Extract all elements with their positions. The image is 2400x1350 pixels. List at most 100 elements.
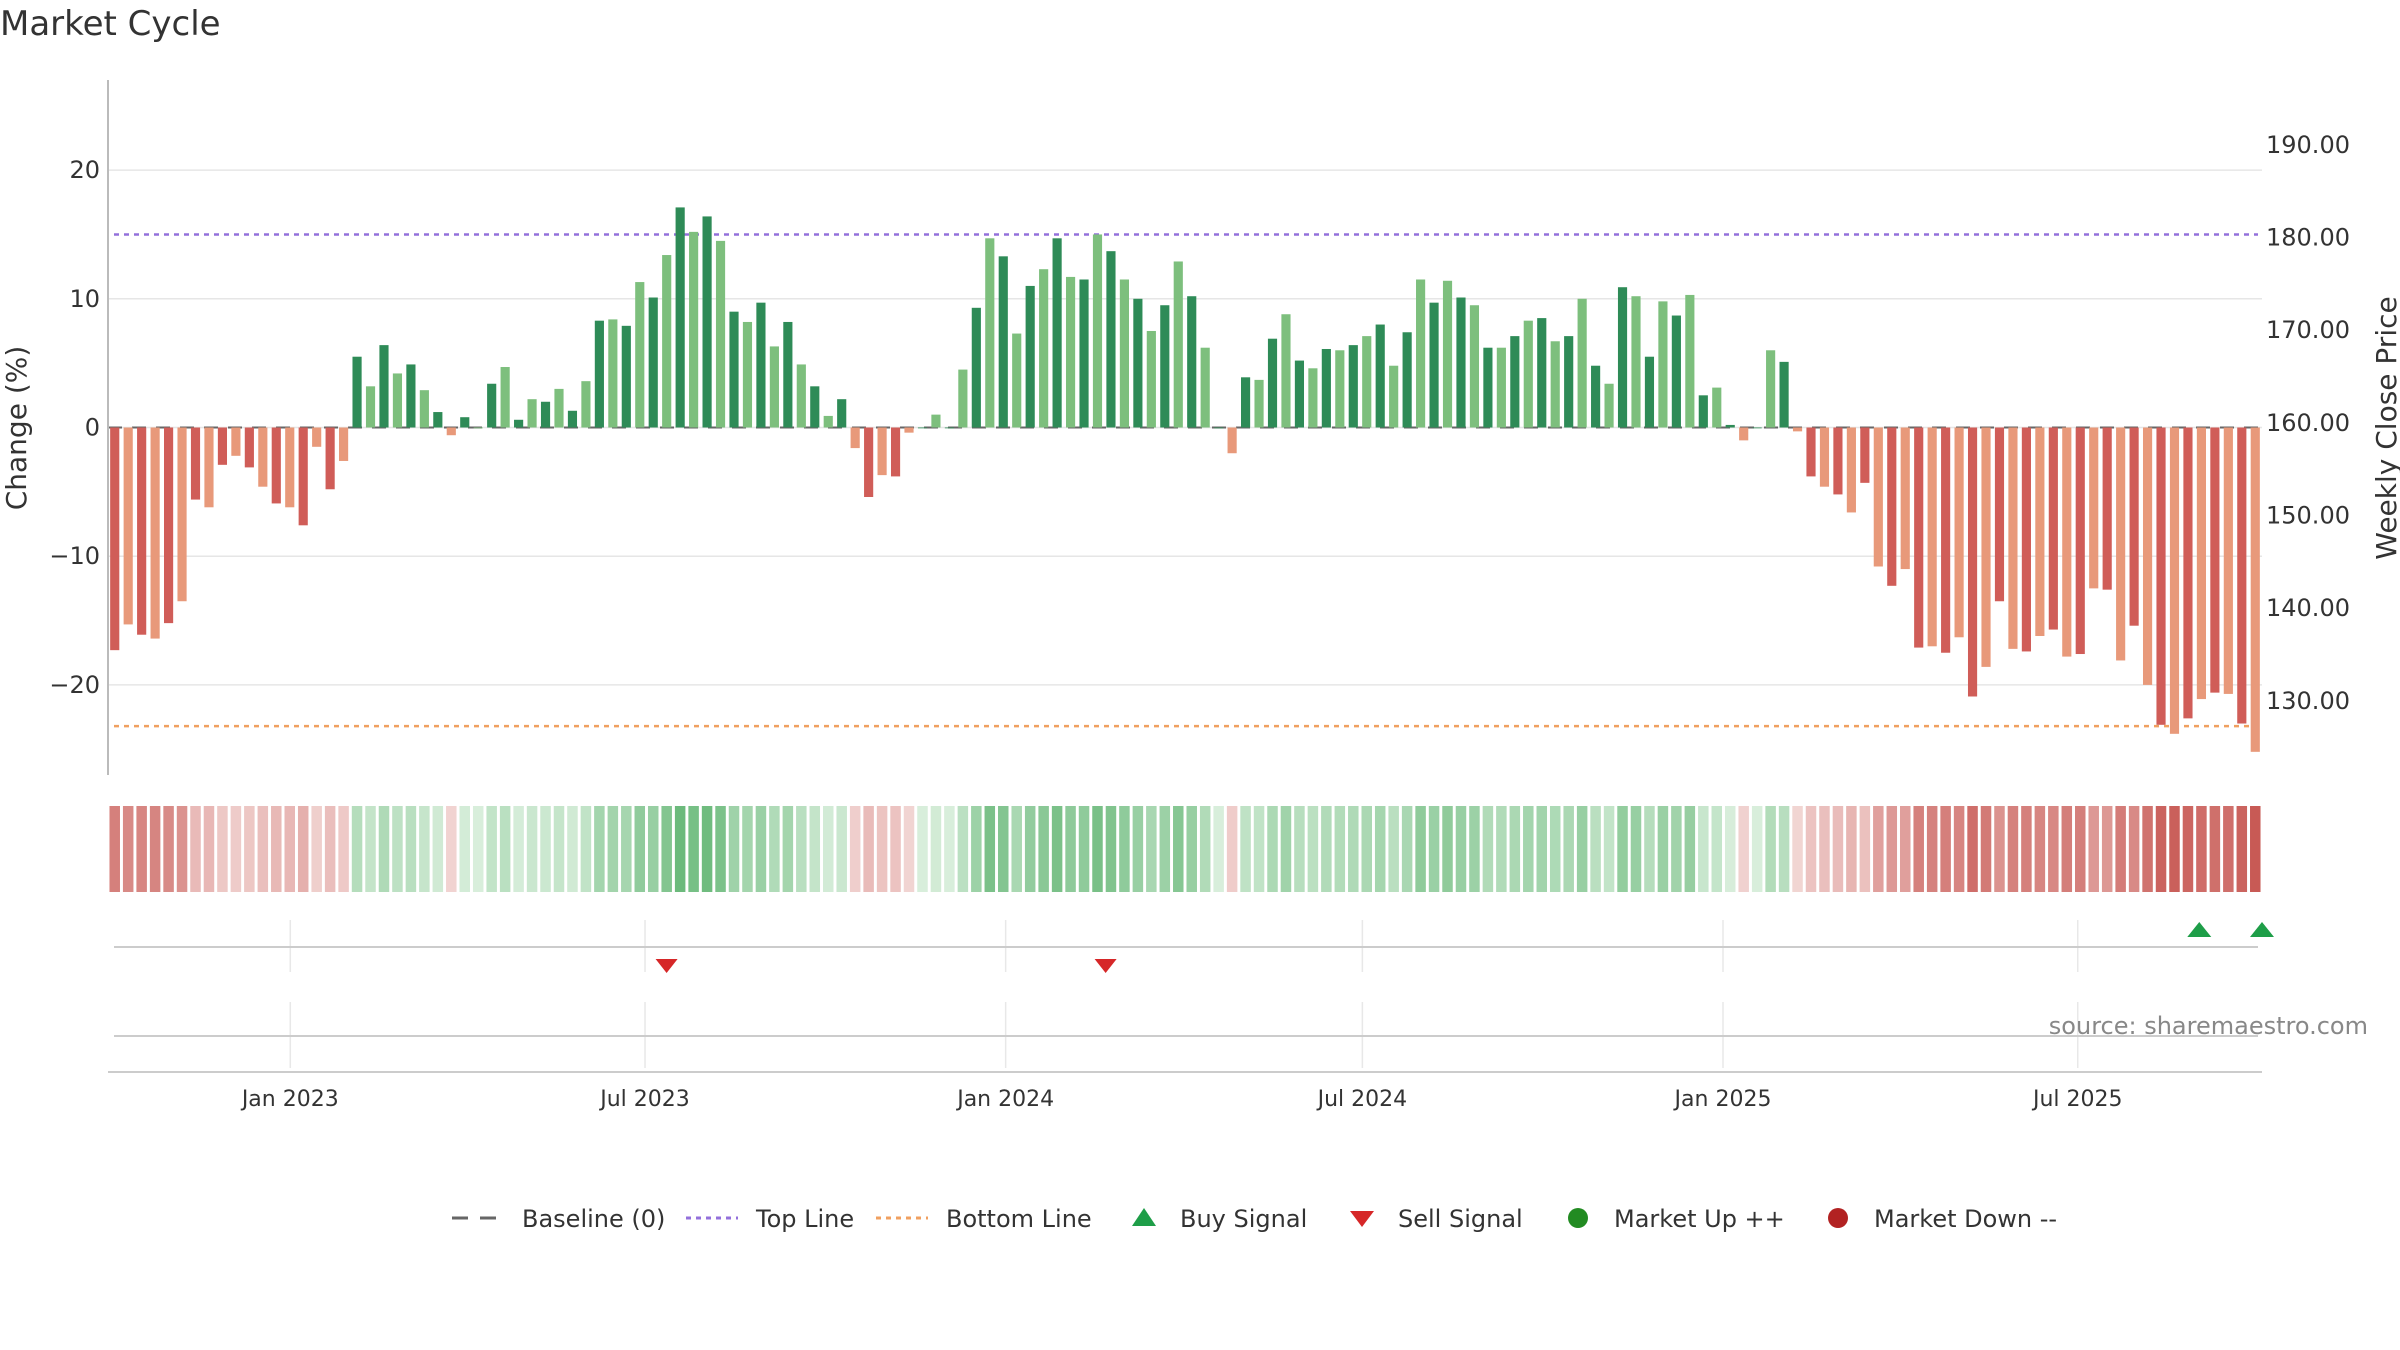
right-tick-label: 180.00 — [2266, 224, 2350, 252]
heat-cell — [903, 806, 915, 892]
heat-cell — [271, 806, 282, 892]
bar — [446, 427, 456, 436]
heat-cell — [1617, 806, 1628, 892]
bar — [1833, 427, 1843, 495]
axes-layer: 20 10 0 −10 −20 190.00 180.00 170.00 160.00 150.0… — [0, 80, 2400, 1112]
bar — [1766, 350, 1776, 428]
bar — [1658, 301, 1668, 428]
heat-cell — [621, 806, 632, 892]
bar — [312, 427, 322, 447]
heat-cell — [1240, 806, 1251, 892]
heat-cell — [1671, 806, 1682, 892]
heat-cell — [324, 806, 336, 892]
bar — [1173, 261, 1183, 428]
bar — [1806, 427, 1816, 477]
bar — [1644, 356, 1655, 428]
buy-signal-marker — [2187, 922, 2212, 937]
bar — [1469, 305, 1480, 428]
bar — [985, 238, 995, 428]
heat-cell — [715, 806, 726, 892]
right-tick-label: 160.00 — [2266, 409, 2350, 437]
bar — [742, 321, 753, 428]
legend-item: Bottom Line — [876, 1205, 1092, 1233]
heat-cell — [432, 806, 444, 892]
heat-cell — [1523, 806, 1534, 892]
bar — [1012, 333, 1022, 428]
legend-item: Baseline (0) — [452, 1205, 665, 1233]
heat-cell — [2021, 806, 2032, 892]
heat-cell — [244, 806, 255, 892]
bar — [1065, 276, 1076, 428]
bar — [2183, 427, 2193, 719]
bar — [1994, 427, 2005, 602]
date-tick-label: Jul 2025 — [2031, 1087, 2123, 1112]
bar — [1537, 318, 1547, 428]
bar — [1510, 336, 1520, 428]
bar — [2237, 427, 2247, 724]
heat-cell — [1994, 806, 2005, 892]
heat-cell — [365, 806, 376, 892]
legend-label: Buy Signal — [1180, 1205, 1307, 1233]
heat-cell — [755, 806, 767, 892]
bar — [365, 386, 376, 428]
heat-cell — [1711, 806, 1723, 892]
bar — [1779, 361, 1789, 428]
heat-cell — [971, 806, 982, 892]
bar — [352, 356, 362, 428]
heat-cell — [1011, 806, 1022, 892]
bar — [877, 427, 887, 476]
heat-cell — [1469, 806, 1480, 892]
heat-cell — [1065, 806, 1076, 892]
bar — [662, 255, 672, 428]
heat-cell — [796, 806, 807, 892]
right-axis-label: Weekly Close Price — [2370, 296, 2400, 559]
heat-cell — [1899, 806, 1911, 892]
heat-cell — [2048, 806, 2059, 892]
bar — [123, 427, 133, 625]
bar — [217, 427, 228, 465]
heat-cell — [472, 806, 484, 892]
bar — [1335, 350, 1345, 428]
bar — [1254, 379, 1264, 428]
bar — [2048, 427, 2058, 630]
bar — [904, 427, 914, 433]
heat-cell — [1213, 806, 1224, 892]
heat-cell — [917, 806, 928, 892]
heat-cell — [2061, 806, 2073, 892]
bar — [635, 282, 645, 428]
bar — [1227, 427, 1237, 454]
legend-item: Buy Signal — [1132, 1205, 1307, 1233]
bar — [1294, 360, 1305, 428]
heat-cell — [405, 806, 417, 892]
date-tick-label: Jan 2025 — [1673, 1087, 1772, 1112]
heat-cell — [1267, 806, 1278, 892]
heat-cell — [1953, 806, 1965, 892]
bar — [325, 427, 335, 490]
legend-swatch-buy — [1132, 1208, 1156, 1226]
heat-cell — [1348, 806, 1359, 892]
bar — [540, 401, 551, 428]
bar — [2156, 427, 2166, 725]
heat-cell — [2142, 806, 2153, 892]
bar — [298, 427, 308, 526]
legend-swatch-circle — [1568, 1208, 1588, 1228]
bar — [864, 427, 874, 497]
heat-cell — [1482, 806, 1494, 892]
heat-cell — [1792, 806, 1803, 892]
bar — [164, 427, 174, 624]
heat-cell — [647, 806, 659, 892]
left-tick-label: −10 — [49, 542, 100, 570]
bar — [917, 427, 928, 429]
bar — [1402, 332, 1412, 428]
sell-signal-marker — [655, 959, 678, 973]
bar — [2196, 427, 2206, 700]
bar — [1496, 347, 1506, 428]
bar — [1375, 324, 1385, 428]
legend-item: Market Up ++ — [1568, 1205, 1785, 1233]
heat-cell — [1657, 806, 1669, 892]
legend-label: Market Down -- — [1874, 1205, 2057, 1233]
heat-cell — [2088, 806, 2099, 892]
legend-item: Sell Signal — [1350, 1205, 1523, 1233]
heat-cell — [567, 806, 578, 892]
heat-cell — [1401, 806, 1413, 892]
